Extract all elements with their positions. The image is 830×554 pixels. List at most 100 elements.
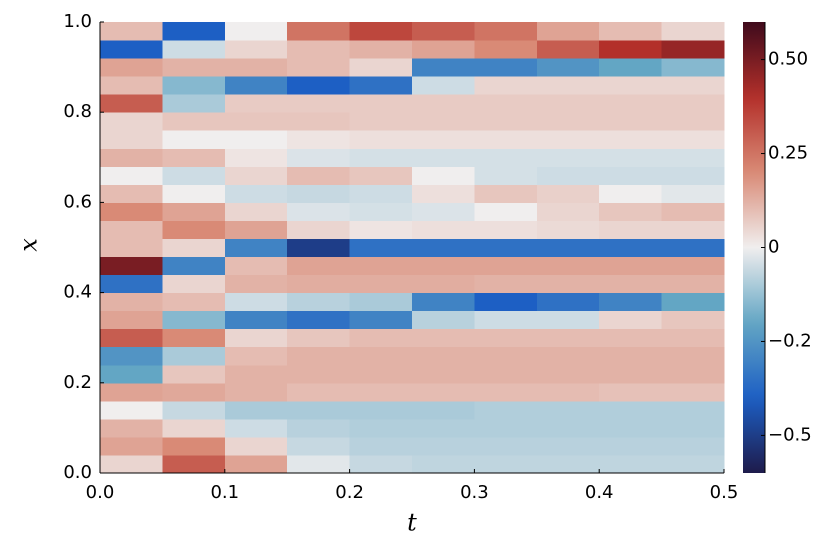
heatmap-cell bbox=[599, 400, 663, 420]
heatmap-cell bbox=[536, 112, 600, 131]
heatmap-cell bbox=[349, 238, 413, 258]
heatmap-cell bbox=[599, 112, 663, 131]
heatmap-cell bbox=[599, 220, 663, 239]
heatmap-cell bbox=[100, 202, 163, 221]
heatmap-cell bbox=[474, 40, 538, 59]
heatmap-cell bbox=[162, 184, 226, 203]
heatmap-cell bbox=[474, 418, 538, 438]
heatmap-cell bbox=[100, 166, 163, 185]
heatmap-cell bbox=[536, 256, 600, 276]
heatmap-cell bbox=[162, 382, 226, 402]
heatmap-cell bbox=[412, 436, 475, 456]
heatmap-cell bbox=[474, 130, 538, 149]
heatmap-cell bbox=[599, 58, 663, 77]
heatmap-cell bbox=[599, 94, 663, 113]
heatmap-cell bbox=[661, 274, 725, 294]
heatmap-cell bbox=[474, 274, 538, 294]
y-tick-label: 0.8 bbox=[63, 101, 92, 122]
heatmap-cell bbox=[100, 112, 163, 131]
heatmap-cell bbox=[287, 310, 351, 330]
heatmap-cell bbox=[287, 22, 351, 41]
heatmap-cell bbox=[287, 436, 351, 456]
heatmap-cell bbox=[287, 400, 351, 420]
heatmap-cell bbox=[349, 454, 413, 474]
heatmap-cell bbox=[474, 328, 538, 348]
heatmap-cell bbox=[661, 184, 725, 203]
heatmap-cell bbox=[599, 202, 663, 221]
heatmap-cell bbox=[661, 40, 725, 59]
heatmap-cell bbox=[162, 166, 226, 185]
heatmap-cell bbox=[661, 454, 725, 474]
heatmap-cell bbox=[474, 400, 538, 420]
heatmap-cell bbox=[349, 220, 413, 239]
heatmap-cell bbox=[661, 22, 725, 41]
heatmap-cell bbox=[474, 436, 538, 456]
heatmap-cell bbox=[599, 346, 663, 366]
heatmap-cell bbox=[287, 112, 351, 131]
heatmap-cell bbox=[474, 382, 538, 402]
colorbar bbox=[743, 22, 765, 473]
heatmap-cell bbox=[100, 40, 163, 59]
heatmap-cell bbox=[349, 292, 413, 312]
heatmap-cell bbox=[162, 76, 226, 95]
heatmap-cell bbox=[349, 256, 413, 276]
heatmap-cell bbox=[412, 346, 475, 366]
heatmap-cell bbox=[224, 418, 288, 438]
heatmap-cell bbox=[536, 238, 600, 258]
heatmap-cell bbox=[599, 256, 663, 276]
heatmap-cell bbox=[100, 238, 163, 258]
heatmap-cell bbox=[224, 238, 288, 258]
y-axis-label: x bbox=[15, 238, 43, 252]
heatmap-cell bbox=[536, 148, 600, 167]
heatmap-cell bbox=[162, 310, 226, 330]
heatmap-cell bbox=[349, 274, 413, 294]
heatmap-cell bbox=[661, 436, 725, 456]
heatmap-cell bbox=[536, 310, 600, 330]
heatmap-cell bbox=[661, 364, 725, 384]
heatmap-cell bbox=[599, 166, 663, 185]
colorbar-tick-label: 0 bbox=[768, 237, 779, 258]
heatmap-cell bbox=[661, 292, 725, 312]
heatmap-cell bbox=[599, 40, 663, 59]
heatmap-cell bbox=[412, 220, 475, 239]
heatmap-cells bbox=[100, 22, 725, 474]
heatmap-cell bbox=[162, 22, 226, 41]
heatmap-cell bbox=[287, 454, 351, 474]
y-tick-label: 1.0 bbox=[63, 11, 92, 32]
x-tick-label: 0.0 bbox=[86, 482, 115, 503]
heatmap-cell bbox=[349, 346, 413, 366]
heatmap-cell bbox=[661, 310, 725, 330]
heatmap-cell bbox=[474, 238, 538, 258]
heatmap-cell bbox=[162, 292, 226, 312]
heatmap-cell bbox=[474, 256, 538, 276]
heatmap-cell bbox=[287, 256, 351, 276]
heatmap-cell bbox=[162, 256, 226, 276]
heatmap-cell bbox=[412, 328, 475, 348]
heatmap-cell bbox=[100, 220, 163, 239]
heatmap-cell bbox=[599, 436, 663, 456]
heatmap-cell bbox=[100, 292, 163, 312]
heatmap-cell bbox=[100, 382, 163, 402]
heatmap-cell bbox=[224, 76, 288, 95]
heatmap-cell bbox=[224, 346, 288, 366]
heatmap-cell bbox=[287, 328, 351, 348]
heatmap-cell bbox=[224, 400, 288, 420]
heatmap-cell bbox=[287, 130, 351, 149]
heatmap-cell bbox=[474, 202, 538, 221]
heatmap-cell bbox=[224, 202, 288, 221]
heatmap-cell bbox=[100, 310, 163, 330]
heatmap-cell bbox=[412, 148, 475, 167]
heatmap-cell bbox=[224, 382, 288, 402]
heatmap-cell bbox=[349, 22, 413, 41]
heatmap-cell bbox=[474, 364, 538, 384]
heatmap-cell bbox=[412, 202, 475, 221]
heatmap-cell bbox=[536, 166, 600, 185]
heatmap-cell bbox=[474, 346, 538, 366]
heatmap-cell bbox=[162, 40, 226, 59]
heatmap-cell bbox=[412, 58, 475, 77]
heatmap-cell bbox=[474, 184, 538, 203]
heatmap-cell bbox=[536, 202, 600, 221]
heatmap-cell bbox=[100, 58, 163, 77]
heatmap-cell bbox=[287, 202, 351, 221]
y-tick-label: 0.4 bbox=[63, 282, 92, 303]
